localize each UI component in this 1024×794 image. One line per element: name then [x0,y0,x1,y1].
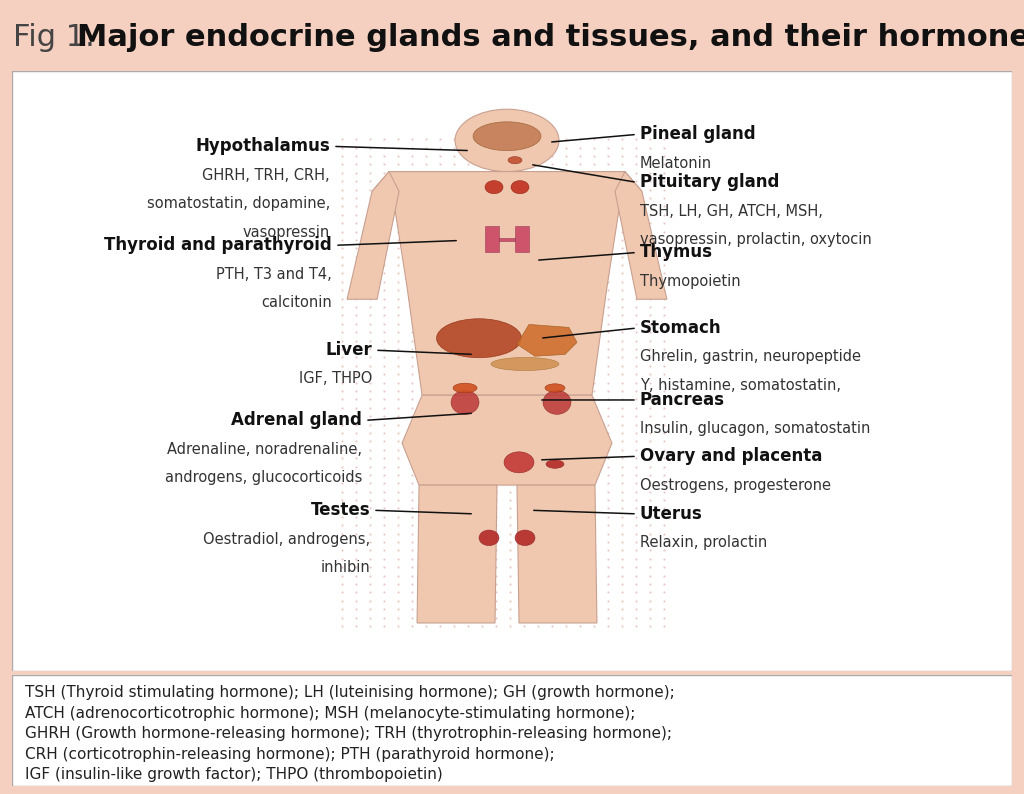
FancyBboxPatch shape [12,675,1012,786]
Text: vasopressin: vasopressin [243,225,330,241]
Text: ATCH (adrenocorticotrophic hormone); MSH (melanocyte-stimulating hormone);: ATCH (adrenocorticotrophic hormone); MSH… [26,706,636,721]
Ellipse shape [545,384,565,392]
Text: Pancreas: Pancreas [640,391,725,409]
Text: Adrenal gland: Adrenal gland [231,411,362,430]
Text: Pituitary gland: Pituitary gland [640,173,779,191]
Ellipse shape [453,384,477,393]
Ellipse shape [492,357,559,371]
Ellipse shape [479,530,499,545]
Polygon shape [347,172,399,299]
Text: TSH (Thyroid stimulating hormone); LH (luteinising hormone); GH (growth hormone): TSH (Thyroid stimulating hormone); LH (l… [26,685,675,700]
Text: Testes: Testes [310,501,370,519]
Ellipse shape [543,391,571,414]
Ellipse shape [436,318,521,358]
Ellipse shape [473,121,541,151]
Text: Oestrogens, progesterone: Oestrogens, progesterone [640,478,830,492]
Polygon shape [517,485,597,623]
Text: Thymopoietin: Thymopoietin [640,274,740,289]
Text: calcitonin: calcitonin [261,295,332,310]
Text: Hypothalamus: Hypothalamus [196,137,330,156]
Text: PTH, T3 and T4,: PTH, T3 and T4, [216,267,332,282]
Text: TSH, LH, GH, ATCH, MSH,: TSH, LH, GH, ATCH, MSH, [640,203,823,218]
Polygon shape [417,485,497,623]
Polygon shape [615,172,667,299]
Text: IGF (insulin-like growth factor); THPO (thrombopoietin): IGF (insulin-like growth factor); THPO (… [26,768,443,782]
Text: Ghrelin, gastrin, neuropeptide: Ghrelin, gastrin, neuropeptide [640,349,861,364]
Text: CRH (corticotrophin-releasing hormone); PTH (parathyroid hormone);: CRH (corticotrophin-releasing hormone); … [26,747,555,762]
Ellipse shape [515,530,535,545]
Ellipse shape [511,180,529,194]
Polygon shape [402,395,612,485]
Text: Adrenaline, noradrenaline,: Adrenaline, noradrenaline, [167,441,362,457]
Polygon shape [389,172,625,395]
Text: Oestradiol, androgens,: Oestradiol, androgens, [203,531,370,546]
Text: GHRH, TRH, CRH,: GHRH, TRH, CRH, [203,168,330,183]
FancyBboxPatch shape [12,71,1012,671]
Text: Relaxin, prolactin: Relaxin, prolactin [640,535,767,550]
Text: GHRH (Growth hormone-releasing hormone); TRH (thyrotrophin-releasing hormone);: GHRH (Growth hormone-releasing hormone);… [26,727,673,742]
Text: Pineal gland: Pineal gland [640,125,756,144]
Text: Ovary and placenta: Ovary and placenta [640,447,822,465]
Text: Y, histamine, somatostatin,: Y, histamine, somatostatin, [640,378,841,393]
Text: inhibin: inhibin [321,561,370,576]
Text: Melatonin: Melatonin [640,156,712,171]
Text: Liver: Liver [326,341,372,359]
Polygon shape [485,226,529,252]
Text: IGF, THPO: IGF, THPO [299,372,372,387]
Text: Thymus: Thymus [640,244,713,261]
Ellipse shape [546,460,564,468]
Polygon shape [372,172,642,191]
Ellipse shape [485,180,503,194]
Text: Uterus: Uterus [640,505,702,523]
Text: vasopressin, prolactin, oxytocin: vasopressin, prolactin, oxytocin [640,233,871,248]
Ellipse shape [508,156,522,164]
Text: Stomach: Stomach [640,319,722,337]
Text: Thyroid and parathyroid: Thyroid and parathyroid [104,237,332,254]
Text: Fig 1.: Fig 1. [13,22,104,52]
Polygon shape [517,325,577,357]
Text: androgens, glucocorticoids: androgens, glucocorticoids [165,470,362,485]
Polygon shape [490,172,524,183]
Text: somatostatin, dopamine,: somatostatin, dopamine, [146,196,330,211]
Text: Major endocrine glands and tissues, and their hormones: Major endocrine glands and tissues, and … [77,22,1024,52]
Ellipse shape [451,391,479,414]
Text: Insulin, glucagon, somatostatin: Insulin, glucagon, somatostatin [640,422,870,436]
Circle shape [455,110,559,172]
Ellipse shape [504,452,534,472]
